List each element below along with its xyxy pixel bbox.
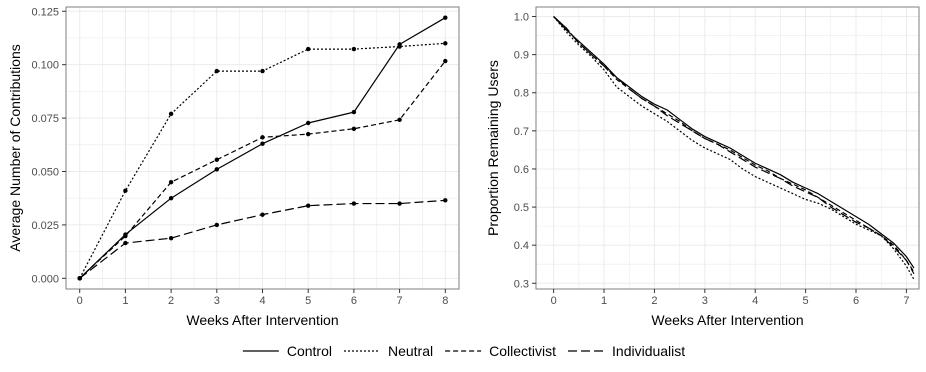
- legend-label-control: Control: [287, 343, 332, 359]
- contributions-point-collectivist-2: [168, 179, 174, 185]
- retention-y-tick-label-5: 0.8: [514, 88, 529, 100]
- contributions-point-collectivist-5: [305, 131, 311, 137]
- retention-chart: 0 1 2 3 4 5 6 7 0.3 0.4 0.5 0.6 0.7 0.8 0.9 1.0 Weeks Af…: [485, 6, 920, 328]
- retention-x-axis-title: Weeks After Intervention: [651, 312, 803, 328]
- retention-x-tick-label-7: 7: [903, 295, 909, 307]
- contributions-point-neutral-5: [305, 46, 311, 52]
- retention-x-tick-label-4: 4: [752, 295, 758, 307]
- contributions-point-neutral-4: [260, 68, 265, 74]
- retention-y-tick-label-2: 0.5: [514, 202, 529, 214]
- contributions-point-collectivist-4: [260, 135, 265, 140]
- contributions-point-control-6: [351, 109, 357, 115]
- retention-x-tick-label-2: 2: [651, 295, 657, 307]
- retention-x-tick-label-5: 5: [803, 295, 809, 307]
- retention-panel-border: [535, 6, 920, 290]
- retention-y-tick-label-1: 0.4: [514, 240, 529, 252]
- contributions-x-tick-label-7: 7: [397, 295, 403, 307]
- contributions-point-individualist-8: [443, 198, 448, 203]
- retention-line-collectivist: [553, 16, 915, 273]
- contributions-x-tick-label-0: 0: [77, 295, 83, 307]
- contributions-point-collectivist-7: [397, 117, 402, 123]
- retention-x-tick-label-6: 6: [853, 295, 859, 307]
- contributions-point-individualist-3: [214, 222, 220, 228]
- contributions-point-control-8: [443, 15, 448, 20]
- retention-y-tick-label-0: 0.3: [514, 278, 529, 290]
- contributions-x-tick-label-2: 2: [168, 295, 174, 307]
- contributions-point-collectivist-3: [214, 157, 220, 162]
- legend: Control Neutral Collectivist Individualist: [242, 343, 685, 359]
- retention-y-tick-label-7: 1.0: [514, 12, 529, 24]
- contributions-x-tick-label-6: 6: [351, 295, 357, 307]
- retention-x-tick-label-3: 3: [702, 295, 708, 307]
- retention-line-individualist: [553, 16, 915, 275]
- contributions-point-individualist-1: [123, 240, 128, 246]
- contributions-point-neutral-1: [123, 188, 128, 193]
- retention-y-axis-title: Proportion Remaining Users: [485, 60, 501, 236]
- retention-y-tick-label-4: 0.7: [514, 126, 529, 138]
- contributions-chart: 0 1 2 3 4 5 6 7 8 0.000 0.025 0.050 0.075 0.100 0.125 W…: [7, 6, 460, 328]
- contributions-point-individualist-0: [77, 276, 82, 281]
- contributions-y-tick-label-5: 0.125: [31, 6, 59, 18]
- contributions-x-tick-label-3: 3: [214, 295, 220, 307]
- contributions-grid: [66, 7, 459, 289]
- retention-y-tick-label-6: 0.9: [514, 50, 529, 62]
- contributions-y-tick-label-4: 0.100: [31, 60, 59, 72]
- contributions-point-individualist-6: [351, 201, 357, 206]
- contributions-point-control-4: [260, 141, 265, 146]
- contributions-x-tick-label-8: 8: [442, 295, 448, 307]
- retention-grid: [536, 7, 919, 289]
- contributions-point-individualist-7: [397, 201, 402, 206]
- contributions-point-neutral-7: [397, 44, 402, 49]
- contributions-point-individualist-5: [305, 203, 311, 208]
- contributions-point-control-2: [168, 196, 174, 201]
- contributions-y-axis-title: Average Number of Contributions: [7, 44, 23, 252]
- legend-label-collectivist: Collectivist: [489, 343, 556, 359]
- retention-line-neutral: [553, 16, 915, 280]
- contributions-point-control-3: [214, 167, 220, 172]
- contributions-y-tick-label-0: 0.000: [31, 273, 59, 285]
- retention-x-tick-label-0: 0: [551, 295, 557, 307]
- contributions-point-individualist-2: [168, 235, 174, 241]
- contributions-point-control-5: [305, 120, 311, 126]
- legend-label-individualist: Individualist: [612, 343, 685, 359]
- contributions-x-tick-label-4: 4: [259, 295, 265, 307]
- legend-label-neutral: Neutral: [388, 343, 433, 359]
- contributions-point-collectivist-6: [351, 126, 357, 131]
- contributions-point-neutral-2: [168, 111, 174, 117]
- retention-y-tick-label-3: 0.6: [514, 164, 529, 176]
- contributions-point-individualist-4: [260, 212, 265, 217]
- contributions-y-tick-label-1: 0.025: [31, 220, 59, 232]
- contributions-y-tick-label-3: 0.075: [31, 113, 59, 125]
- contributions-point-collectivist-1: [123, 233, 128, 239]
- contributions-x-tick-label-1: 1: [122, 295, 128, 307]
- contributions-point-neutral-3: [214, 68, 220, 74]
- contributions-x-tick-label-5: 5: [305, 295, 311, 307]
- retention-x-tick-label-1: 1: [601, 295, 607, 307]
- contributions-point-neutral-6: [351, 46, 357, 52]
- contributions-x-axis-title: Weeks After Intervention: [186, 312, 338, 328]
- contributions-y-tick-label-2: 0.050: [31, 167, 59, 179]
- contributions-point-collectivist-8: [443, 58, 448, 64]
- contributions-point-neutral-8: [443, 41, 448, 46]
